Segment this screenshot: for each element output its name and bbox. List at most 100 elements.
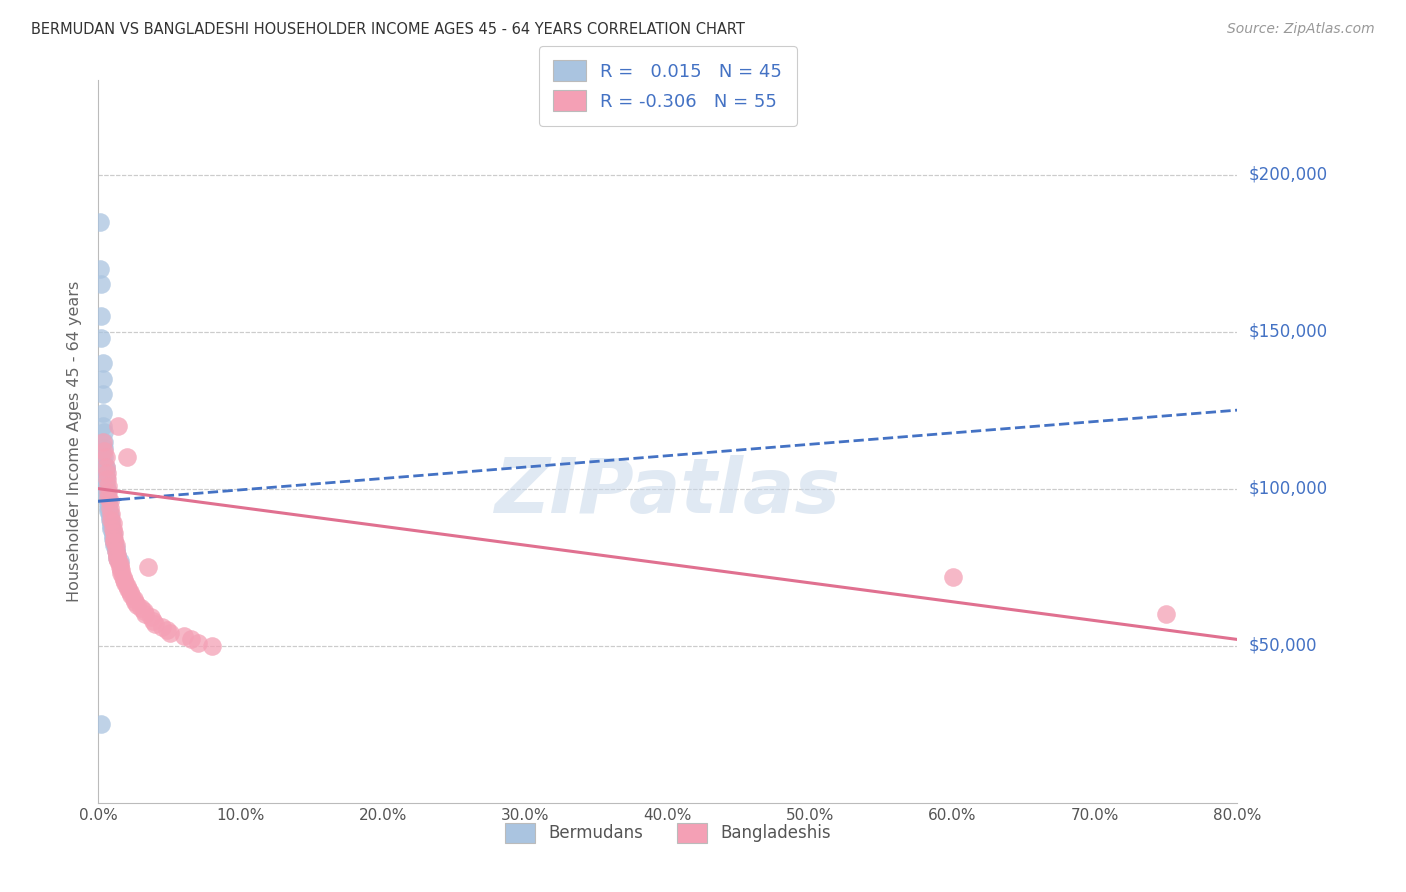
Point xyxy=(96,482,118,496)
Point xyxy=(96,488,118,502)
Point xyxy=(180,632,202,647)
Point xyxy=(100,523,122,537)
Point xyxy=(97,478,120,492)
Point xyxy=(201,639,224,653)
Point xyxy=(97,500,120,515)
Point xyxy=(942,569,965,583)
Point xyxy=(1154,607,1177,622)
Point xyxy=(115,450,138,465)
Point xyxy=(97,494,120,508)
Y-axis label: Householder Income Ages 45 - 64 years: Householder Income Ages 45 - 64 years xyxy=(67,281,83,602)
Point xyxy=(93,425,115,439)
Point xyxy=(96,491,118,505)
Point xyxy=(94,463,117,477)
Point xyxy=(98,500,121,515)
Point xyxy=(93,457,115,471)
Point xyxy=(156,623,179,637)
Point xyxy=(103,535,125,549)
Text: BERMUDAN VS BANGLADESHI HOUSEHOLDER INCOME AGES 45 - 64 YEARS CORRELATION CHART: BERMUDAN VS BANGLADESHI HOUSEHOLDER INCO… xyxy=(31,22,745,37)
Point xyxy=(110,566,132,581)
Point xyxy=(107,554,129,568)
Point xyxy=(90,309,112,323)
Point xyxy=(125,598,148,612)
Point xyxy=(91,434,114,449)
Point xyxy=(94,459,117,474)
Point xyxy=(129,601,152,615)
Point xyxy=(115,579,138,593)
Point xyxy=(108,554,131,568)
Point xyxy=(134,607,156,622)
Point xyxy=(107,418,129,433)
Point xyxy=(100,513,122,527)
Point xyxy=(94,459,117,474)
Point xyxy=(90,717,112,731)
Point xyxy=(98,513,121,527)
Point xyxy=(105,548,128,562)
Point xyxy=(120,589,142,603)
Legend: Bermudans, Bangladeshis: Bermudans, Bangladeshis xyxy=(492,810,844,856)
Point xyxy=(110,563,132,577)
Text: $100,000: $100,000 xyxy=(1249,480,1327,498)
Point xyxy=(108,557,131,571)
Point xyxy=(100,519,122,533)
Point xyxy=(100,516,122,531)
Point xyxy=(114,575,136,590)
Point xyxy=(103,535,125,549)
Point xyxy=(187,635,209,649)
Point xyxy=(98,494,121,508)
Point xyxy=(104,541,127,556)
Point xyxy=(145,616,167,631)
Point xyxy=(152,620,174,634)
Point xyxy=(100,507,122,521)
Point xyxy=(101,523,124,537)
Point xyxy=(122,591,145,606)
Point xyxy=(101,516,124,531)
Text: $150,000: $150,000 xyxy=(1249,323,1327,341)
Point xyxy=(97,491,120,505)
Point xyxy=(101,529,124,543)
Point xyxy=(103,525,125,540)
Point xyxy=(94,450,117,465)
Point xyxy=(94,472,117,486)
Point xyxy=(91,406,114,420)
Point xyxy=(90,277,112,292)
Point xyxy=(98,510,121,524)
Point xyxy=(105,548,128,562)
Point xyxy=(112,573,135,587)
Point xyxy=(94,469,117,483)
Point xyxy=(103,532,125,546)
Point xyxy=(132,604,155,618)
Point xyxy=(139,610,162,624)
Point xyxy=(93,450,115,465)
Point xyxy=(98,507,121,521)
Point xyxy=(104,544,127,558)
Point xyxy=(91,418,114,433)
Point xyxy=(93,441,115,455)
Point xyxy=(141,614,163,628)
Point xyxy=(111,569,134,583)
Point xyxy=(96,466,118,480)
Point xyxy=(136,560,159,574)
Point xyxy=(117,582,139,597)
Point xyxy=(93,434,115,449)
Text: $50,000: $50,000 xyxy=(1249,637,1317,655)
Text: ZIPatlas: ZIPatlas xyxy=(495,455,841,529)
Point xyxy=(91,387,114,401)
Point xyxy=(101,532,124,546)
Text: $200,000: $200,000 xyxy=(1249,166,1327,184)
Point xyxy=(97,497,120,511)
Point xyxy=(104,538,127,552)
Point xyxy=(124,595,146,609)
Point xyxy=(105,550,128,565)
Point xyxy=(104,544,127,558)
Point xyxy=(159,626,181,640)
Point xyxy=(97,503,120,517)
Point xyxy=(90,331,112,345)
Point xyxy=(89,261,111,276)
Point xyxy=(101,525,124,540)
Point xyxy=(173,629,195,643)
Point xyxy=(93,444,115,458)
Point xyxy=(96,484,118,499)
Point xyxy=(96,472,118,486)
Text: Source: ZipAtlas.com: Source: ZipAtlas.com xyxy=(1227,22,1375,37)
